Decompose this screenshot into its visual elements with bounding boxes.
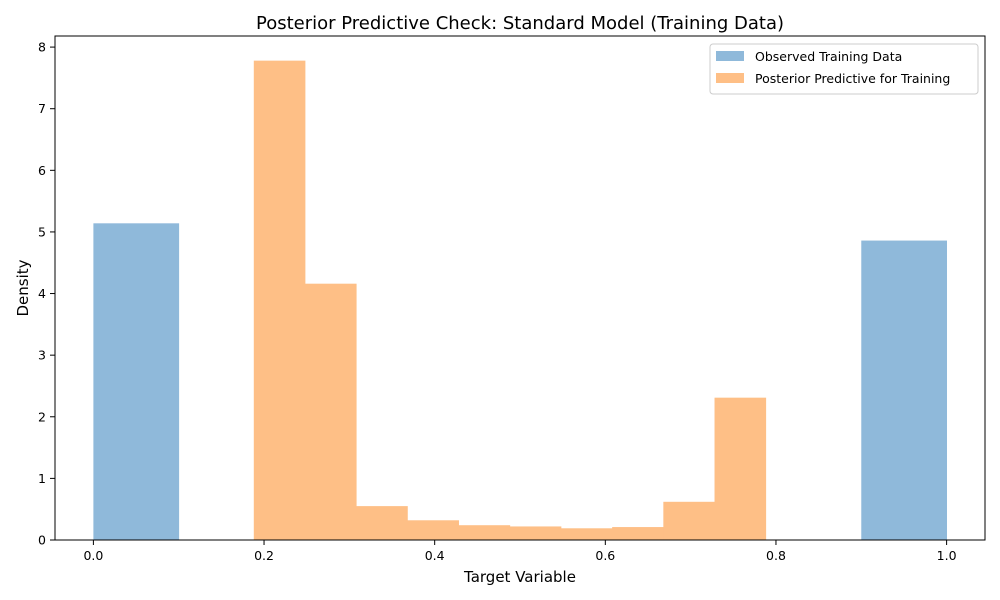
y-tick-label: 5 xyxy=(38,224,46,239)
histogram-bar-posterior-3 xyxy=(407,520,459,540)
histogram-bar-posterior-5 xyxy=(509,526,562,540)
y-tick-label: 4 xyxy=(38,286,46,301)
legend-swatch-posterior xyxy=(716,73,744,83)
x-tick-label: 0.0 xyxy=(83,548,103,563)
histogram-bar-posterior-6 xyxy=(560,528,613,540)
x-tick-label: 1.0 xyxy=(937,548,957,563)
y-tick-label: 6 xyxy=(38,163,46,178)
x-tick-label: 0.2 xyxy=(254,548,274,563)
y-tick-label: 1 xyxy=(38,471,46,486)
bars-layer xyxy=(93,60,947,541)
legend-box xyxy=(709,43,979,95)
histogram-bar-posterior-9 xyxy=(714,397,767,540)
y-tick-label: 3 xyxy=(38,348,46,363)
histogram-bar-posterior-4 xyxy=(458,525,511,540)
legend-swatch-observed xyxy=(716,51,744,61)
histogram-bar-observed-0 xyxy=(93,223,180,540)
y-tick-label: 7 xyxy=(38,101,46,116)
x-tick-label: 0.8 xyxy=(766,548,786,563)
chart-title: Posterior Predictive Check: Standard Mod… xyxy=(256,13,784,34)
y-tick-label: 0 xyxy=(38,533,46,548)
legend-label-observed: Observed Training Data xyxy=(755,49,902,64)
histogram-bar-posterior-2 xyxy=(356,506,408,540)
y-tick-label: 2 xyxy=(38,409,46,424)
histogram-bar-posterior-8 xyxy=(663,501,715,540)
legend: Observed Training Data Posterior Predict… xyxy=(709,43,979,95)
plot-frame xyxy=(54,35,986,541)
y-axis-label: Density xyxy=(14,259,32,316)
x-tick-label: 0.6 xyxy=(595,548,615,563)
y-axis-ticks: 0 1 2 3 4 5 6 7 8 xyxy=(38,40,55,548)
legend-label-posterior: Posterior Predictive for Training xyxy=(755,71,950,86)
x-axis-label: Target Variable xyxy=(463,568,576,586)
histogram-bar-posterior-1 xyxy=(304,283,357,540)
x-axis-ticks: 0.0 0.2 0.4 0.6 0.8 1.0 xyxy=(83,540,957,563)
histogram-bar-posterior-0 xyxy=(253,60,306,541)
histogram-bar-posterior-7 xyxy=(612,527,664,540)
histogram-bar-observed-1 xyxy=(861,240,947,540)
y-tick-label: 8 xyxy=(38,40,46,55)
x-tick-label: 0.4 xyxy=(425,548,445,563)
